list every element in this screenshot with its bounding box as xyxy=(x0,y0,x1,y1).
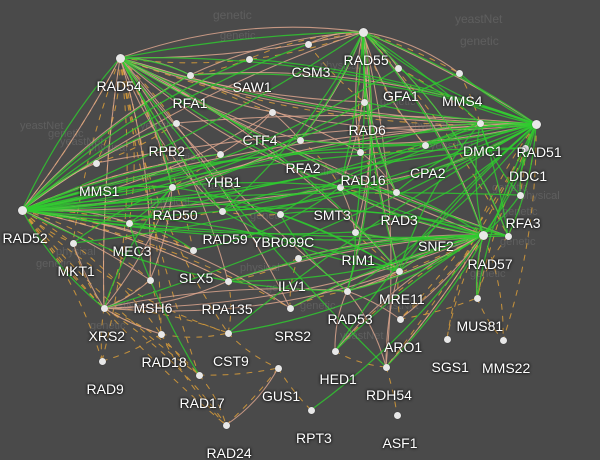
graph-node-smt3[interactable] xyxy=(336,183,344,191)
graph-node-rpa135[interactable] xyxy=(224,277,232,285)
graph-node-rad17[interactable] xyxy=(195,371,203,379)
graph-node-srs2[interactable] xyxy=(286,304,294,312)
graph-node-ybr099c[interactable] xyxy=(276,210,284,218)
graph-node-mkt1[interactable] xyxy=(69,239,77,247)
graph-node-rad55[interactable] xyxy=(358,27,368,37)
graph-node-rpb2[interactable] xyxy=(172,119,180,127)
graph-node-snf2[interactable] xyxy=(478,230,488,240)
graph-node-rad24[interactable] xyxy=(222,421,230,429)
graph-node-mre11[interactable] xyxy=(395,267,403,275)
graph-node-cst9[interactable] xyxy=(224,329,232,337)
graph-node-rad9[interactable] xyxy=(98,357,106,365)
graph-node-dmc1[interactable] xyxy=(476,119,484,127)
graph-node-ctf4[interactable] xyxy=(268,108,276,116)
graph-node-rad18[interactable] xyxy=(157,330,165,338)
graph-node-rad6[interactable] xyxy=(360,98,368,106)
graph-node-hed1[interactable] xyxy=(331,347,339,355)
graph-node-rfa2[interactable] xyxy=(296,136,304,144)
graph-node-rad59[interactable] xyxy=(218,207,226,215)
graph-node-rad54[interactable] xyxy=(115,53,125,63)
graph-node-rad52[interactable] xyxy=(17,205,27,215)
graph-node-xrs2[interactable] xyxy=(100,304,108,312)
graph-node-gfa1[interactable] xyxy=(394,64,402,72)
graph-node-slx5[interactable] xyxy=(189,246,197,254)
graph-node-mms22[interactable] xyxy=(499,336,507,344)
graph-node-rad57[interactable] xyxy=(504,232,512,240)
edge-yeastnet xyxy=(21,31,537,411)
graph-node-ddc1[interactable] xyxy=(521,144,529,152)
graph-node-rdh54[interactable] xyxy=(382,363,390,371)
graph-node-rpt3[interactable] xyxy=(307,406,315,414)
graph-node-msh6[interactable] xyxy=(146,276,154,284)
graph-node-aro1[interactable] xyxy=(396,315,404,323)
graph-node-yhb1[interactable] xyxy=(216,150,224,158)
graph-node-rad51[interactable] xyxy=(531,119,541,129)
graph-node-ilv1[interactable] xyxy=(294,254,302,262)
graph-node-rad3[interactable] xyxy=(392,188,400,196)
graph-node-asf1[interactable] xyxy=(393,411,401,419)
graph-node-rim1[interactable] xyxy=(351,228,359,236)
graph-node-rfa3[interactable] xyxy=(516,191,524,199)
graph-node-rad53[interactable] xyxy=(343,287,351,295)
graph-node-saw1[interactable] xyxy=(245,55,253,63)
graph-node-rad50[interactable] xyxy=(168,183,176,191)
graph-node-rad16[interactable] xyxy=(356,148,364,156)
graph-node-mec3[interactable] xyxy=(125,219,133,227)
graph-node-mms4[interactable] xyxy=(455,69,463,77)
graph-node-rfa1[interactable] xyxy=(186,71,194,79)
graph-node-cpa2[interactable] xyxy=(421,141,429,149)
graph-node-gus1[interactable] xyxy=(274,364,282,372)
graph-node-mus81[interactable] xyxy=(473,294,481,302)
graph-node-sgs1[interactable] xyxy=(443,335,451,343)
graph-node-csm3[interactable] xyxy=(304,40,312,48)
graph-node-mms1[interactable] xyxy=(92,159,100,167)
